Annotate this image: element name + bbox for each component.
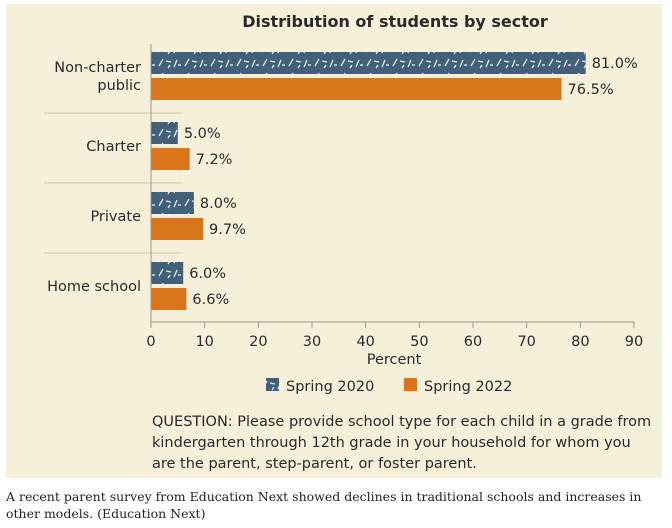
bar-spring-2022-0 [151,78,562,100]
category-label: Private [90,209,141,225]
x-tick-label: 70 [517,334,535,350]
bar-spring-2020-1 [151,122,178,144]
data-label: 6.0% [189,266,226,282]
x-tick-label: 40 [356,334,374,350]
x-tick-label: 0 [146,334,155,350]
bar-spring-2022-1 [151,148,190,170]
legend-label-spring-2022: Spring 2022 [424,379,512,395]
data-label: 76.5% [568,82,614,98]
x-tick-label: 50 [410,334,428,350]
data-label: 7.2% [196,152,233,168]
bar-spring-2020-0 [151,52,586,74]
data-label: 8.0% [200,196,237,212]
legend: Spring 2020 Spring 2022 [266,378,512,395]
legend-swatch-spring-2020 [266,378,279,391]
bar-spring-2020-2 [151,192,194,214]
category-label: Non-charter [54,60,141,76]
x-tick-label: 10 [195,334,213,350]
x-axis-label: Percent [367,352,422,368]
data-label: 5.0% [184,126,221,142]
x-tick-label: 90 [625,334,643,350]
bar-chart: Distribution of students by sector 81.0%… [44,12,643,395]
x-tick-label: 20 [249,334,267,350]
figure-caption: A recent parent survey from Education Ne… [6,489,642,521]
x-tick-label: 30 [303,334,321,350]
legend-label-spring-2020: Spring 2020 [286,379,374,395]
category-label: Home school [47,279,141,295]
legend-swatch-spring-2022 [404,378,417,391]
bar-spring-2020-3 [151,262,184,284]
x-tick-label: 60 [464,334,482,350]
data-label: 9.7% [209,222,246,238]
chart-title: Distribution of students by sector [242,12,548,31]
bar-spring-2022-3 [151,288,187,310]
category-label: Charter [86,139,141,155]
survey-question: QUESTION: Please provide school type for… [152,414,652,472]
data-label: 81.0% [592,56,638,72]
data-label: 6.6% [192,292,229,308]
category-label: public [97,78,141,94]
x-tick-label: 80 [571,334,589,350]
bar-spring-2022-2 [151,218,204,240]
